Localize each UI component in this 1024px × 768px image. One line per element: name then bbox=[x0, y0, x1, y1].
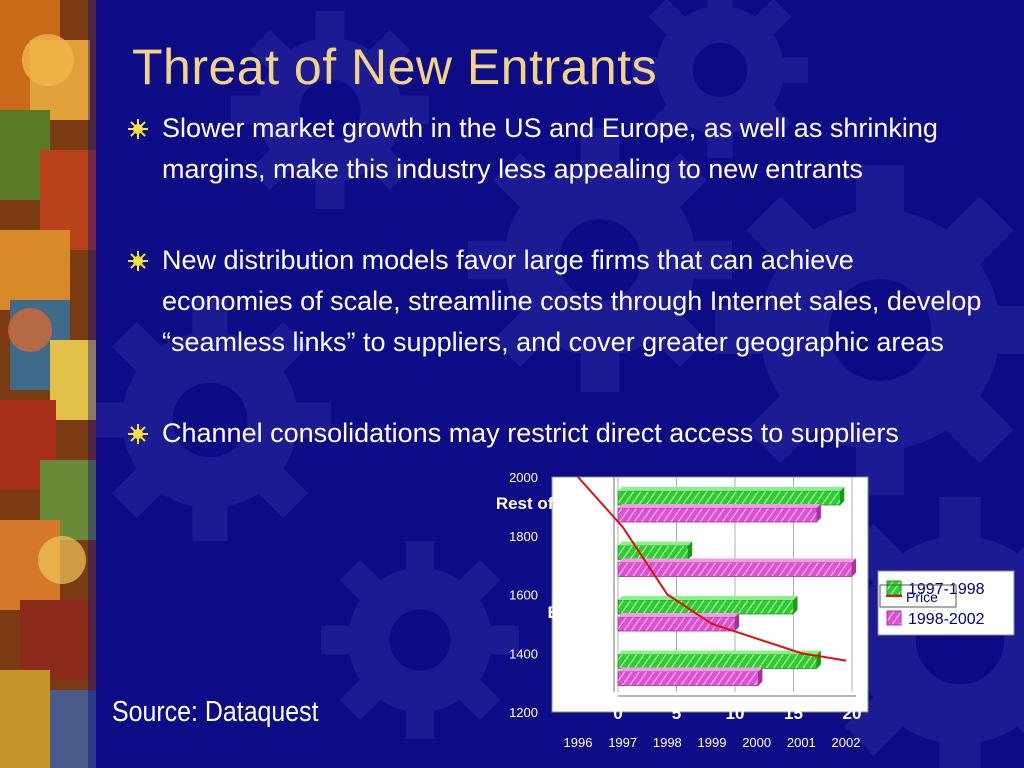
bar-axis-tick-label: 10 bbox=[726, 704, 745, 723]
year-tick-label: 2000 bbox=[742, 735, 771, 750]
bar-1997-1998 bbox=[617, 599, 794, 615]
price-axis-tick-label: 1400 bbox=[509, 646, 538, 661]
sunburst-bullet-icon bbox=[128, 119, 148, 139]
bar-top-face bbox=[618, 596, 798, 600]
bar-1997-1998 bbox=[617, 545, 689, 560]
bar-1998-2002 bbox=[617, 671, 759, 686]
bar-top-face bbox=[618, 504, 821, 508]
legend-label: 1998-2002 bbox=[908, 611, 985, 628]
bar-axis-tick-label: 20 bbox=[843, 704, 862, 723]
bullet-text: Slower market growth in the US and Europ… bbox=[162, 113, 938, 184]
bar-side-face bbox=[793, 596, 798, 614]
bar-side-face bbox=[816, 504, 821, 522]
sunburst-bullet-icon bbox=[128, 424, 148, 444]
year-tick-label: 1997 bbox=[608, 735, 637, 750]
legend-swatch bbox=[886, 580, 902, 596]
price-legend-label: Price bbox=[906, 589, 938, 605]
sunburst-bullet-icon bbox=[128, 251, 148, 271]
bar-side-face bbox=[840, 487, 845, 505]
year-tick-label: 1996 bbox=[564, 735, 593, 750]
bar-1998-2002 bbox=[617, 507, 818, 523]
price-legend-box bbox=[879, 584, 957, 608]
bar-side-face bbox=[735, 613, 739, 631]
bar-top-face bbox=[618, 667, 763, 672]
bullet-item: Channel consolidations may restrict dire… bbox=[128, 413, 988, 454]
regional-growth-and-price-chart: US Europe Asia Rest of World 0 5 10 15 20 2000 180… bbox=[496, 470, 1015, 750]
legend-swatch bbox=[886, 610, 902, 626]
bar-1998-2002 bbox=[617, 616, 736, 632]
price-axis-tick-label: 2000 bbox=[509, 470, 538, 485]
bullet-item: Slower market growth in the US and Europ… bbox=[128, 108, 988, 190]
bar-1997-1998 bbox=[617, 654, 818, 669]
bar-top-face bbox=[618, 613, 739, 617]
bar-axis-tick-label: 0 bbox=[613, 704, 622, 723]
decorative-side-strip bbox=[0, 0, 96, 768]
slide-title: Threat of New Entrants bbox=[132, 39, 658, 95]
bullet-item: New distribution models favor large firm… bbox=[128, 240, 988, 363]
price-axis-tick-label: 1800 bbox=[509, 529, 538, 544]
year-tick-label: 1998 bbox=[653, 735, 682, 750]
year-tick-label: 2001 bbox=[787, 735, 816, 750]
price-axis-tick-label: 1200 bbox=[509, 705, 538, 720]
price-line bbox=[577, 476, 847, 662]
source-note: Source: Dataquest bbox=[112, 696, 319, 728]
year-tick-label: 2002 bbox=[832, 735, 861, 750]
bar-axis-tick-label: 5 bbox=[672, 704, 681, 723]
bar-top-face bbox=[618, 650, 821, 655]
bullet-text: Channel consolidations may restrict dire… bbox=[162, 418, 899, 448]
bullet-text: New distribution models favor large firm… bbox=[162, 245, 982, 357]
price-axis-tick-label: 1600 bbox=[509, 588, 538, 603]
bar-top-face bbox=[618, 487, 845, 491]
bar-axis-tick-label: 15 bbox=[784, 704, 803, 723]
bar-side-face bbox=[688, 541, 693, 560]
bar-top-face bbox=[618, 541, 693, 546]
category-label: Rest of World bbox=[496, 494, 606, 513]
category-label: Asia bbox=[570, 549, 606, 568]
year-tick-label: 1999 bbox=[698, 735, 727, 750]
category-label: US bbox=[582, 658, 606, 677]
category-label: Europe bbox=[547, 603, 606, 622]
bar-1997-1998 bbox=[617, 490, 841, 506]
bar-top-face bbox=[618, 558, 856, 563]
bar-side-face bbox=[758, 667, 763, 686]
bar-side-face bbox=[852, 558, 856, 577]
